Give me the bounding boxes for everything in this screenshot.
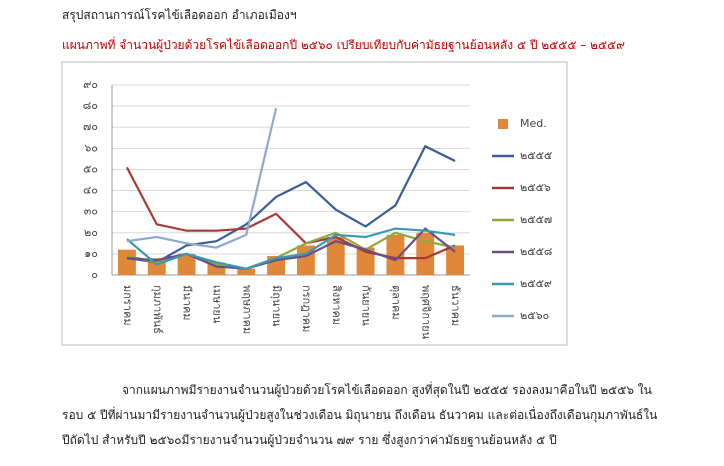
x-tick-label: มกราคม — [121, 285, 134, 326]
paragraph: จากแผนภาพมีรายงานจำนวนผู้ป่วยด้วยโรคไข้เ… — [62, 378, 712, 453]
bar — [386, 234, 405, 275]
y-tick-label: ๓๐ — [84, 205, 98, 218]
line-series — [126, 144, 456, 264]
legend-label: ๒๕๕๗ — [520, 213, 552, 226]
y-tick-label: ๘๐ — [83, 99, 98, 112]
y-tick-label: ๐ — [91, 268, 98, 281]
legend-label: ๒๕๕๙ — [520, 277, 552, 290]
paragraph-line: จากแผนภาพมีรายงานจำนวนผู้ป่วยด้วยโรคไข้เ… — [122, 383, 652, 397]
legend-label: ๒๕๖๐ — [520, 309, 549, 322]
legend-label: Med. — [520, 117, 547, 130]
line-series — [126, 227, 456, 270]
bar — [446, 245, 465, 275]
bar — [237, 268, 256, 275]
y-tick-label: ๙๐ — [83, 78, 98, 91]
bar — [326, 237, 345, 275]
bar — [356, 247, 375, 275]
legend-label: ๒๕๕๘ — [520, 245, 552, 258]
y-tick-label: ๕๐ — [83, 162, 98, 175]
figure-caption: แผนภาพที่ จำนวนผู้ป่วยด้วยโรคไข้เลือดออก… — [62, 38, 625, 52]
chart-frame — [61, 61, 568, 346]
legend-swatch — [498, 119, 508, 129]
x-tick-label: พฤษภาคม — [240, 285, 253, 334]
line-series — [126, 107, 278, 249]
y-tick-label: ๒๐ — [84, 226, 98, 239]
bar — [416, 232, 435, 275]
bar — [177, 253, 196, 275]
x-tick-label: กันยายน — [360, 285, 373, 326]
legend-label: ๒๕๕๕ — [520, 149, 552, 162]
x-tick-label: เมษายน — [210, 285, 223, 324]
x-tick-label: มีนาคม — [181, 285, 194, 321]
x-tick-label: ธันวาคม — [449, 285, 462, 326]
x-tick-label: พฤศจิกายน — [419, 285, 432, 340]
header-title: สรุปสถานการณ์โรคไข้เลือดออก อำเภอเมืองฯ — [62, 8, 297, 22]
bar — [117, 249, 136, 275]
x-tick-label: ตุลาคม — [389, 285, 402, 320]
y-tick-label: ๗๐ — [83, 120, 98, 133]
y-tick-label: ๔๐ — [83, 184, 98, 197]
x-tick-label: สิงหาคม — [330, 285, 343, 325]
x-tick-label: กรกฎาคม — [300, 285, 313, 332]
y-tick-label: ๑๐ — [84, 247, 98, 260]
line-series — [125, 166, 456, 260]
x-tick-label: กุมภาพันธ์ — [151, 285, 164, 334]
paragraph-line: ปีถัดไป สำหรับปี ๒๕๖๐มีรายงานจำนวนผู้ป่ว… — [62, 433, 557, 447]
legend-label: ๒๕๕๖ — [520, 181, 551, 194]
y-tick-label: ๖๐ — [84, 141, 98, 154]
paragraph-line: รอบ ๕ ปีที่ผ่านมามีรายงานจำนวนผู้ป่วยสูง… — [62, 408, 658, 422]
x-tick-label: มิถุนายน — [270, 285, 283, 327]
